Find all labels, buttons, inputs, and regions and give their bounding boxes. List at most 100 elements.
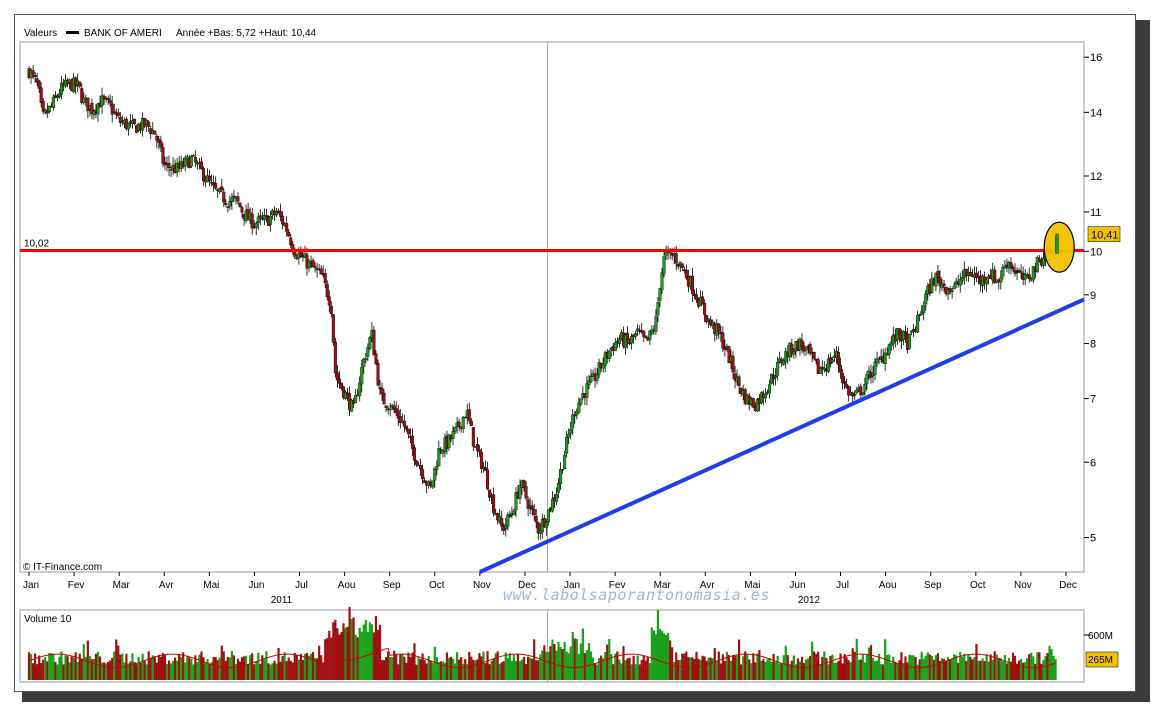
volume-bar [255, 661, 258, 680]
candle-layer [27, 64, 1058, 541]
volume-bar [987, 661, 990, 680]
support-trend-line [479, 297, 1085, 574]
volume-bar [455, 652, 459, 680]
candle-down [53, 95, 57, 98]
volume-bar [486, 651, 489, 680]
candle-up [262, 215, 266, 220]
volume-bar [90, 659, 94, 680]
candle-up [451, 430, 455, 439]
volume-bar [938, 660, 942, 680]
candle-down [133, 118, 137, 124]
y-tick-label: 16 [1090, 52, 1102, 64]
volume-bar [906, 662, 909, 680]
y-tick-label: 11 [1090, 207, 1101, 219]
volume-bar [608, 638, 611, 680]
volume-bar [413, 643, 416, 680]
volume-bar [944, 661, 948, 680]
candle-up [950, 290, 954, 293]
volume-bar [624, 660, 627, 680]
candle-down [116, 112, 120, 117]
volume-bar [886, 654, 889, 680]
candle-down [384, 405, 388, 408]
candle-down [161, 147, 165, 164]
volume-bar [1036, 652, 1039, 680]
volume-bar [894, 661, 897, 680]
volume-bar [488, 664, 491, 680]
volume-bar [614, 653, 617, 680]
volume-bar [589, 651, 593, 680]
volume-bar [926, 652, 929, 680]
volume-bar [533, 639, 536, 680]
candle-up [169, 169, 173, 171]
candle-down [238, 202, 242, 208]
candle-up [855, 389, 859, 394]
candle-up [603, 352, 607, 366]
volume-bar [1042, 660, 1045, 680]
candle-down [800, 340, 804, 347]
volume-bar [673, 661, 676, 680]
candle-down [250, 213, 254, 229]
volume-bar [920, 651, 923, 680]
volume-bar [997, 658, 1000, 680]
volume-bar [165, 664, 169, 680]
candle-up [453, 427, 457, 432]
candle-up [607, 350, 611, 360]
candle-up [887, 344, 891, 355]
candle-down [727, 346, 731, 364]
volume-bar [64, 655, 67, 680]
y-tick-label: 7 [1090, 394, 1096, 406]
volume-bar [666, 632, 670, 680]
volume-bar [569, 646, 572, 680]
volume-bar [427, 655, 430, 680]
volume-bar [56, 664, 59, 680]
volume-bar [683, 653, 686, 680]
volume-bar [240, 657, 244, 680]
volume-bar [204, 663, 207, 680]
candle-up [763, 393, 767, 399]
volume-bar [646, 656, 649, 680]
volume-bar [1005, 663, 1009, 680]
volume-bar [922, 658, 925, 680]
volume-bar [212, 656, 215, 680]
volume-bar [636, 655, 639, 680]
volume-bar [687, 657, 690, 680]
volume-bar [401, 653, 404, 680]
volume-bar [967, 655, 970, 680]
candle-up [563, 454, 567, 469]
volume-bar [222, 651, 225, 680]
volume-bar [750, 663, 753, 680]
price-axis: 5 6 7 8 9 10 11 12 14 16 [1084, 52, 1102, 545]
volume-bar [914, 657, 917, 680]
candle-up [388, 408, 392, 411]
volume-bar [374, 616, 378, 680]
volume-bar [464, 659, 467, 680]
volume-bar [1022, 662, 1025, 680]
watermark-link[interactable]: www.labolsaporantonomasia.es [503, 586, 770, 604]
volume-bar [267, 663, 270, 680]
candle-up [865, 373, 869, 384]
volume-bar [437, 662, 440, 680]
volume-bar [742, 656, 745, 680]
volume-bar [600, 655, 603, 680]
volume-bar [871, 658, 875, 680]
candle-down [484, 467, 488, 471]
volume-bar [1009, 661, 1013, 680]
candle-up [875, 358, 879, 363]
volume-bar [873, 661, 877, 680]
volume-bar [271, 663, 274, 680]
volume-bar [253, 664, 256, 680]
candle-down [467, 409, 471, 421]
volume-bar [370, 624, 373, 680]
candle-down [118, 117, 122, 123]
candle-up [350, 399, 354, 412]
candle-down [524, 486, 528, 499]
volume-bar [579, 643, 582, 680]
volume-bar [249, 655, 252, 680]
volume-bar [447, 657, 451, 680]
volume-bar [782, 655, 785, 680]
candle-up [883, 352, 887, 364]
candle-down [534, 516, 538, 523]
volume-average-line [28, 647, 1056, 669]
volume-bar [930, 655, 933, 680]
candle-up [662, 256, 666, 275]
